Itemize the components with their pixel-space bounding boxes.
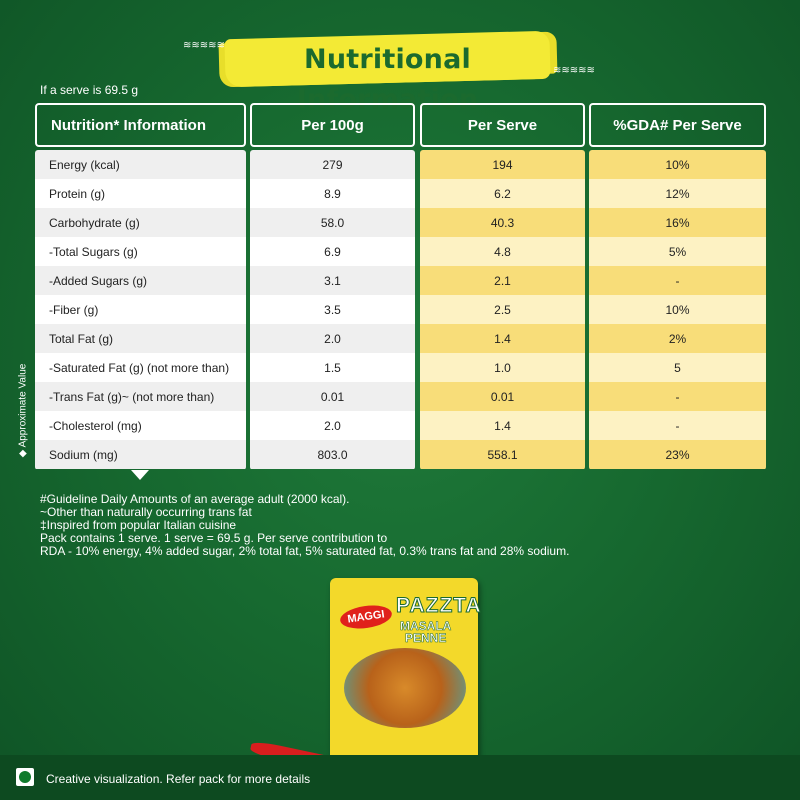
footer-bar xyxy=(0,755,800,800)
header-gda-per-serve: %GDA# Per Serve xyxy=(589,103,766,147)
gda-value: 23% xyxy=(589,440,766,469)
footnote: Pack contains 1 serve. 1 serve = 69.5 g.… xyxy=(40,531,388,545)
per-serve-value: 0.01 xyxy=(420,382,585,411)
gda-value: 12% xyxy=(589,179,766,208)
gda-value: 5 xyxy=(589,353,766,382)
product-pack: MAGGI PAZZTA MASALA PENNE xyxy=(330,578,481,768)
page-title: Nutritional Information xyxy=(296,44,479,115)
gda-column: 10% 12% 16% 5% -10% 2% 5- -23% xyxy=(589,150,766,470)
nutrient-label: Energy (kcal) xyxy=(35,150,246,179)
per-serve-value: 194 xyxy=(420,150,585,179)
nutrient-label: -Total Sugars (g) xyxy=(35,237,246,266)
gda-value: 2% xyxy=(589,324,766,353)
gda-value: - xyxy=(589,266,766,295)
per-serve-value: 4.8 xyxy=(420,237,585,266)
per-100g-value: 0.01 xyxy=(250,382,415,411)
header-nutrition-information: Nutrition* Information xyxy=(35,103,246,147)
footnote: ‡Inspired from popular Italian cuisine xyxy=(40,518,237,532)
footnotes: #Guideline Daily Amounts of an average a… xyxy=(40,493,569,558)
nutrient-label: Carbohydrate (g) xyxy=(35,208,246,237)
nutrient-label: Protein (g) xyxy=(35,179,246,208)
per-100g-value: 3.1 xyxy=(250,266,415,295)
per-100g-value: 279 xyxy=(250,150,415,179)
vegetarian-icon xyxy=(16,768,34,786)
per-serve-value: 2.1 xyxy=(420,266,585,295)
per-100g-value: 8.9 xyxy=(250,179,415,208)
per-100g-column: 279 8.9 58.0 6.9 3.1 3.5 2.0 1.5 0.01 2.0 803.0 xyxy=(250,150,415,470)
per-100g-value: 803.0 xyxy=(250,440,415,469)
gda-value: - xyxy=(589,382,766,411)
footer-disclaimer: Creative visualization. Refer pack for m… xyxy=(46,772,311,786)
header-per-serve: Per Serve xyxy=(420,103,585,147)
vegetarian-dot xyxy=(19,771,31,783)
per-serve-value: 6.2 xyxy=(420,179,585,208)
gda-value: - xyxy=(589,411,766,440)
nutrient-label: -Trans Fat (g)~ (not more than) xyxy=(35,382,246,411)
per-100g-value: 1.5 xyxy=(250,353,415,382)
per-100g-value: 58.0 xyxy=(250,208,415,237)
header-per-100g: Per 100g xyxy=(250,103,415,147)
serve-note: If a serve is 69.5 g xyxy=(40,83,139,97)
pasta-doodle-left: ≋≋≋≋≋ xyxy=(183,40,225,51)
gda-value: 16% xyxy=(589,208,766,237)
nutrient-label: -Saturated Fat (g) (not more than) xyxy=(35,353,246,382)
footnote: RDA - 10% energy, 4% added sugar, 2% tot… xyxy=(40,544,570,558)
per-100g-value: 6.9 xyxy=(250,237,415,266)
nutrient-label: Sodium (mg) xyxy=(35,440,246,469)
per-serve-value: 1.0 xyxy=(420,353,585,382)
per-100g-value: 2.0 xyxy=(250,411,415,440)
pack-variant: MASALA PENNE xyxy=(400,619,452,645)
pack-variant-line2: PENNE xyxy=(404,631,447,645)
gda-value: 10% xyxy=(589,295,766,324)
maggi-logo: MAGGI xyxy=(338,602,394,632)
approximate-value-label: ◆ Approximate Value xyxy=(17,363,29,458)
footnote: #Guideline Daily Amounts of an average a… xyxy=(40,492,350,506)
nutrient-label: -Cholesterol (mg) xyxy=(35,411,246,440)
per-serve-value: 1.4 xyxy=(420,411,585,440)
per-100g-value: 3.5 xyxy=(250,295,415,324)
per-serve-value: 558.1 xyxy=(420,440,585,469)
pasta-dish-image xyxy=(344,648,466,728)
label-pointer xyxy=(131,470,149,480)
nutrient-label: Total Fat (g) xyxy=(35,324,246,353)
pack-brand: PAZZTA xyxy=(396,594,482,618)
per-serve-value: 2.5 xyxy=(420,295,585,324)
gda-value: 10% xyxy=(589,150,766,179)
gda-value: 5% xyxy=(589,237,766,266)
per-serve-column: 194 6.2 40.3 4.8 2.1 2.5 1.4 1.0 0.01 1.4 558.1 xyxy=(420,150,585,470)
per-serve-value: 1.4 xyxy=(420,324,585,353)
pack-variant-line1: MASALA xyxy=(400,619,452,633)
per-serve-value: 40.3 xyxy=(420,208,585,237)
nutrient-label: -Added Sugars (g) xyxy=(35,266,246,295)
footnote: ~Other than naturally occurring trans fa… xyxy=(40,505,252,519)
nutrient-label-column: Energy (kcal) Protein (g) Carbohydrate (g)… xyxy=(35,150,246,470)
nutrient-label: -Fiber (g) xyxy=(35,295,246,324)
per-100g-value: 2.0 xyxy=(250,324,415,353)
pasta-doodle-right: ≋≋≋≋≋ xyxy=(553,65,595,76)
